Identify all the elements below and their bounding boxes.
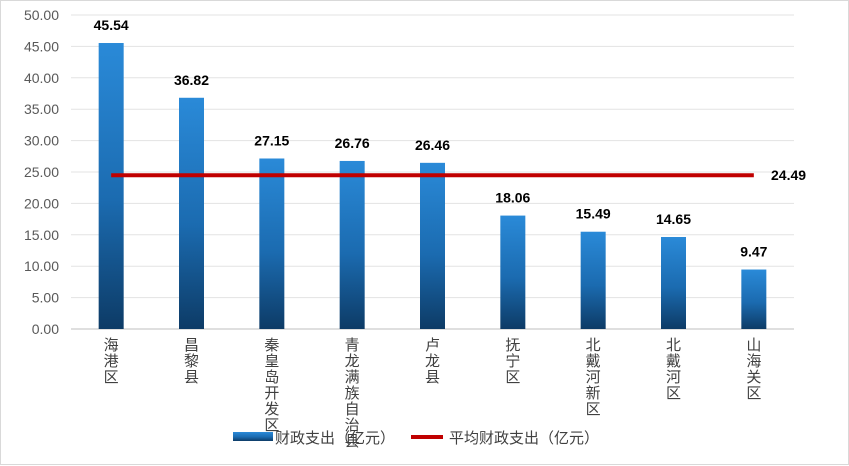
data-label: 36.82 (174, 72, 209, 88)
bar (580, 231, 606, 329)
y-tick-label: 0.00 (32, 321, 59, 337)
bar (661, 236, 686, 329)
bars (98, 43, 767, 330)
y-tick-label: 25.00 (24, 164, 59, 180)
bar (259, 158, 285, 329)
legend-bar-swatch (233, 432, 273, 441)
bar (179, 97, 204, 329)
data-labels: 45.54 36.82 27.15 26.76 26.46 18.06 15.49 14.65… (94, 17, 768, 260)
average-line-group: 24.49 (111, 167, 806, 183)
bar (339, 160, 365, 329)
data-label: 14.65 (656, 211, 691, 227)
y-tick-label: 10.00 (24, 258, 59, 274)
category-label: 北戴河新区 (586, 336, 601, 418)
y-tick-label: 40.00 (24, 70, 59, 86)
bar (741, 269, 767, 329)
data-label: 26.46 (415, 137, 450, 153)
category-label: 卢龙县 (425, 336, 440, 386)
category-label: 昌黎县 (184, 336, 199, 386)
category-label: 海港区 (104, 336, 119, 386)
y-tick-label: 50.00 (24, 7, 59, 23)
category-label: 秦皇岛开发区 (264, 336, 279, 434)
category-label: 山海关区 (746, 336, 761, 402)
y-tick-label: 35.00 (24, 101, 59, 117)
y-tick-label: 5.00 (32, 290, 59, 306)
data-label: 15.49 (576, 206, 611, 222)
bar (420, 162, 445, 329)
data-label: 18.06 (495, 190, 530, 206)
y-tick-label: 30.00 (24, 133, 59, 149)
x-axis-categories: 海港区 昌黎县 秦皇岛开发区 青龙满族自治县 卢龙县 抚宁区 北戴河新区 北戴河区 山海关区 (104, 336, 762, 450)
average-line-label: 24.49 (771, 167, 806, 183)
y-tick-label: 20.00 (24, 195, 59, 211)
y-tick-label: 45.00 (24, 38, 59, 54)
legend: 财政支出（亿元） 平均财政支出（亿元） (233, 429, 599, 447)
bar (98, 43, 124, 330)
data-label: 9.47 (740, 244, 767, 260)
data-label: 45.54 (94, 17, 129, 33)
legend-line-label: 平均财政支出（亿元） (449, 429, 599, 447)
y-axis: 0.00 5.00 10.00 15.00 20.00 25.00 30.00 35.00 40… (24, 7, 59, 337)
y-tick-label: 15.00 (24, 227, 59, 243)
category-label: 青龙满族自治县 (345, 336, 360, 450)
data-label: 26.76 (335, 135, 370, 151)
legend-bar-label: 财政支出（亿元） (275, 429, 395, 447)
bar (500, 215, 526, 329)
category-label: 抚宁区 (505, 336, 520, 386)
category-label: 北戴河区 (666, 336, 681, 402)
data-label: 27.15 (254, 132, 289, 148)
